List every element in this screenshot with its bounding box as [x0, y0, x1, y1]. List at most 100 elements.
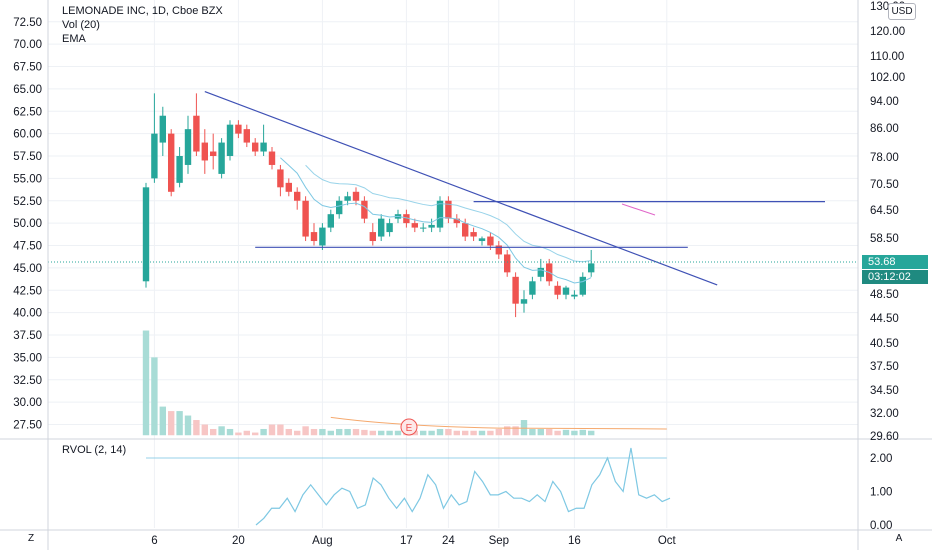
left-axis-tick: 65.00 [13, 84, 42, 96]
volume-bar [537, 428, 544, 436]
candle-body [327, 214, 334, 228]
left-axis-tick: 62.50 [13, 106, 42, 118]
right-axis-tick: 70.50 [870, 179, 899, 191]
last-price-tag: 53.68 [862, 255, 928, 269]
time-axis-tick: 16 [568, 535, 581, 547]
volume-bar [319, 428, 326, 436]
right-axis-tick: 86.00 [870, 123, 899, 135]
candle-body [344, 196, 351, 201]
right-axis-tick: 37.50 [870, 361, 899, 373]
earnings-marker-letter: E [406, 423, 413, 434]
rvol-axis-tick: 1.00 [870, 487, 892, 499]
ema-indicator-label[interactable]: EMA [62, 33, 86, 45]
candle-body [562, 287, 570, 295]
candle-body [210, 151, 217, 156]
volume-bar [260, 428, 267, 436]
rvol-indicator-label[interactable]: RVOL (2, 14) [62, 444, 127, 456]
chart-legend: LEMONADE INC, 1D, Cboe BZX Vol (20) EMA [62, 4, 223, 46]
zoom-toggle-button[interactable]: Z [27, 533, 35, 544]
right-axis-tick: 110.00 [870, 51, 904, 63]
volume-bar [184, 415, 192, 436]
time-axis-tick: Sep [489, 535, 509, 547]
candle-body [226, 124, 234, 156]
volume-bar [201, 424, 208, 436]
candle-body [193, 115, 200, 152]
candle-body [252, 142, 259, 152]
volume-bar [487, 430, 494, 436]
candle-body [487, 236, 494, 246]
volume-bar [478, 430, 486, 436]
volume-bar [159, 406, 166, 436]
candle-body [268, 151, 276, 165]
candle-body [445, 200, 452, 219]
left-axis-tick: 27.50 [13, 420, 42, 432]
candle-body [378, 218, 385, 237]
descending-trendline [204, 90, 718, 286]
candle-body [529, 281, 536, 295]
right-axis-tick: 44.50 [870, 313, 899, 325]
volume-bar [218, 426, 225, 436]
ema-line [280, 157, 592, 284]
candle-body [336, 200, 343, 215]
volume-bar [336, 428, 343, 436]
currency-badge[interactable]: USD [888, 3, 916, 20]
candle-body [218, 142, 225, 174]
right-axis-tick: 64.50 [870, 205, 899, 217]
volume-bar [193, 420, 200, 436]
candle-body [352, 191, 360, 201]
candle-body [294, 191, 301, 201]
auto-scale-button[interactable]: A [895, 533, 903, 544]
volume-bar [554, 430, 561, 436]
left-axis-tick: 37.50 [13, 330, 42, 342]
right-axis-tick: 29.60 [870, 431, 899, 443]
volume-bar [378, 430, 385, 436]
time-axis-tick: 24 [442, 535, 455, 547]
volume-bar [529, 428, 536, 436]
right-axis-tick: 32.00 [870, 408, 899, 420]
volume-bar [436, 428, 444, 436]
candle-body [235, 124, 242, 134]
left-axis-tick: 35.00 [13, 352, 42, 364]
candle-body [403, 214, 410, 224]
candle-body [277, 169, 284, 188]
right-axis-tick: 102.00 [870, 72, 905, 84]
candle-body [571, 294, 578, 297]
candle-body [462, 223, 469, 237]
candle-body [361, 200, 368, 219]
volume-bar [361, 429, 368, 436]
candle-body [184, 129, 192, 165]
candle-body [579, 276, 586, 295]
volume-bar [428, 430, 435, 436]
volume-bar [277, 424, 284, 436]
candle-body [478, 238, 486, 242]
volume-bar [352, 428, 360, 436]
time-axis-tick: 20 [232, 535, 245, 547]
left-axis-tick: 72.50 [13, 17, 42, 29]
candle-body [260, 142, 267, 152]
volume-indicator-label[interactable]: Vol (20) [62, 19, 100, 31]
candle-body [142, 187, 150, 282]
candle-body [420, 227, 427, 229]
volume-bar [420, 430, 427, 436]
candle-body [302, 200, 309, 237]
left-axis-tick: 57.50 [13, 151, 42, 163]
volume-bar [268, 424, 276, 436]
volume-bar [285, 428, 292, 436]
candle-body [319, 227, 326, 246]
candle-body [537, 267, 544, 277]
volume-bar [302, 426, 309, 436]
volume-bar [571, 430, 578, 436]
candle-body [285, 182, 292, 192]
volume-bar [142, 330, 150, 436]
volume-bar [453, 430, 460, 436]
left-axis-tick: 52.50 [13, 196, 42, 208]
symbol-title[interactable]: LEMONADE INC, 1D, Cboe BZX [62, 5, 223, 17]
time-axis-tick: 17 [400, 535, 413, 547]
left-axis-tick: 40.00 [13, 308, 42, 320]
candle-body [453, 218, 460, 224]
right-axis-tick: 94.00 [870, 96, 899, 108]
left-axis-tick: 50.00 [13, 218, 42, 230]
volume-bar [588, 430, 595, 436]
